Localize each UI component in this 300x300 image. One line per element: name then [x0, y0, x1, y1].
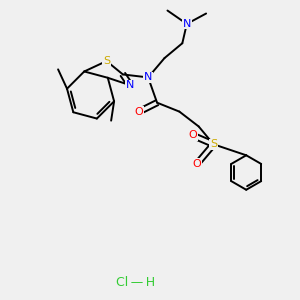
Text: N: N — [183, 19, 191, 29]
Text: S: S — [210, 139, 217, 149]
Text: S: S — [103, 56, 110, 66]
Text: N: N — [126, 80, 134, 90]
Text: O: O — [135, 106, 144, 117]
Text: O: O — [188, 130, 197, 140]
Text: O: O — [193, 159, 202, 169]
Text: Cl — H: Cl — H — [116, 276, 155, 289]
Text: N: N — [144, 72, 152, 82]
